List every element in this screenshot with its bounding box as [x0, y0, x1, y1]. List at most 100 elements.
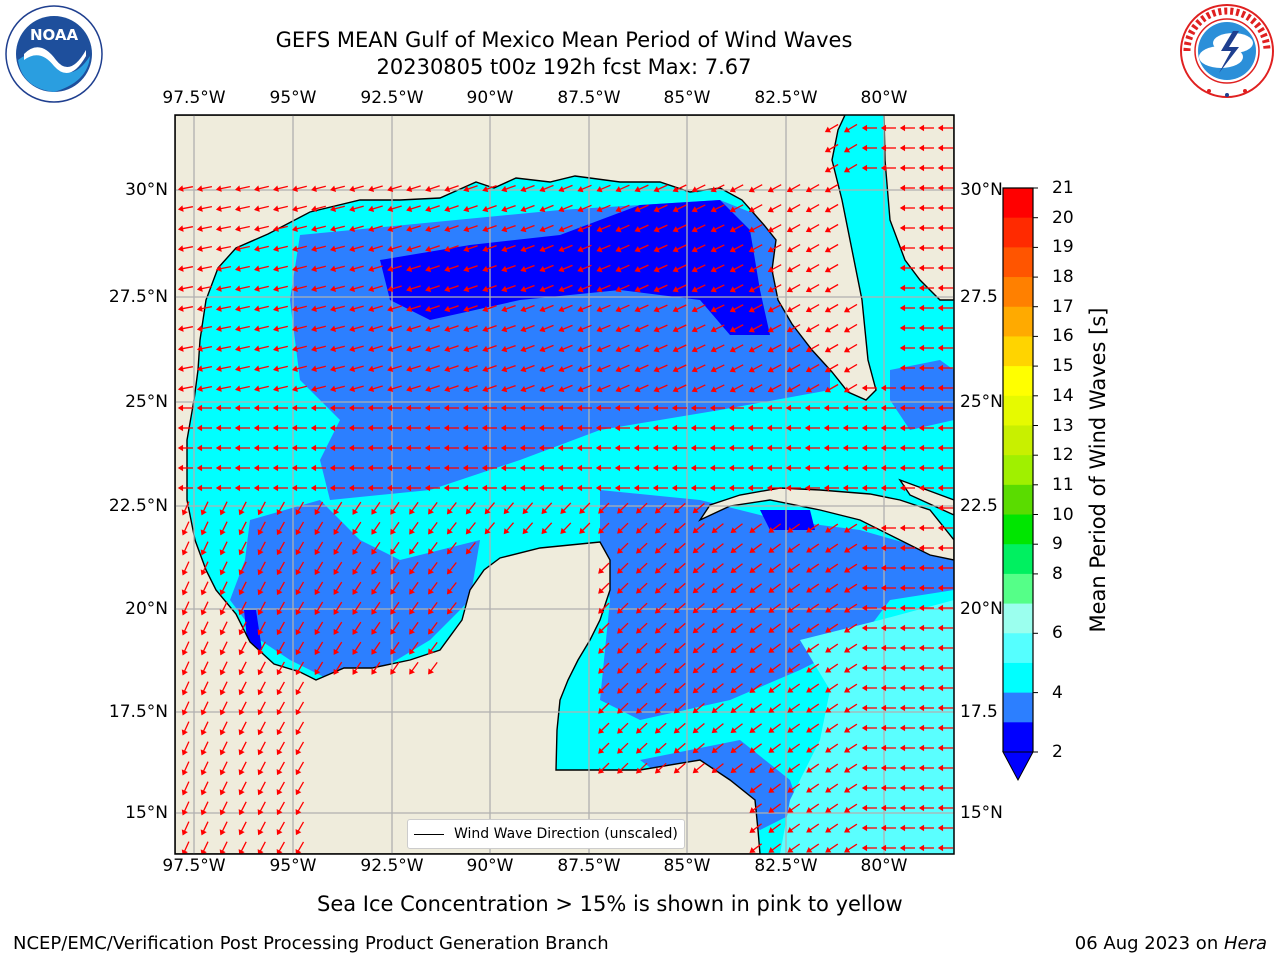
wind-wave-arrowhead — [295, 628, 302, 636]
colorbar-segment — [1003, 573, 1033, 605]
wind-wave-arrowhead — [519, 464, 526, 472]
wind-wave-arrowhead — [576, 404, 583, 412]
wind-wave-arrowhead — [806, 546, 813, 553]
wind-wave-arrowhead — [617, 567, 624, 574]
wind-wave-arrowhead — [787, 746, 794, 753]
wind-wave-arrowhead — [557, 444, 564, 452]
wind-wave-arrowhead — [825, 706, 832, 713]
wind-wave-arrowhead — [654, 507, 661, 514]
wind-wave-arrowhead — [349, 365, 356, 372]
wind-wave-arrowhead — [291, 444, 298, 452]
wind-wave-arrowhead — [654, 667, 661, 674]
wind-wave-arrowhead — [634, 246, 641, 253]
wind-wave-arrowhead — [617, 687, 624, 694]
wind-wave-arrowhead — [577, 286, 584, 293]
lon-tick-label-bottom: 85°W — [663, 856, 711, 876]
wind-wave-arrowhead — [273, 365, 279, 372]
wind-wave-arrowhead — [844, 666, 851, 673]
wind-wave-arrowhead — [254, 225, 260, 232]
wind-wave-arrowhead — [861, 604, 868, 612]
wind-wave-arrowhead — [634, 226, 641, 233]
wind-wave-arrowhead — [367, 464, 374, 472]
wind-wave-arrowhead — [747, 484, 754, 492]
wind-wave-arrowhead — [824, 286, 832, 293]
wind-wave-arrowhead — [805, 206, 813, 213]
wind-wave-arrowhead — [711, 547, 718, 554]
wind-wave-arrowhead — [653, 306, 660, 313]
wind-wave-arrowhead — [558, 266, 565, 273]
wind-wave-arrowhead — [691, 206, 698, 213]
wind-wave-arrowhead — [672, 366, 679, 373]
wind-wave-arrowhead — [196, 245, 203, 252]
wind-wave-arrowhead — [673, 527, 680, 534]
wind-wave-arrowhead — [918, 584, 925, 592]
wind-wave-arrowhead — [634, 326, 641, 333]
lon-tick-label-bottom: 90°W — [466, 856, 514, 876]
wind-wave-arrowhead — [918, 324, 925, 332]
wind-wave-arrowhead — [200, 649, 207, 656]
wind-wave-arrowhead — [425, 365, 432, 373]
wind-wave-arrowhead — [843, 326, 851, 333]
wind-wave-arrowhead — [219, 689, 226, 696]
wind-wave-arrowhead — [292, 205, 298, 212]
wind-wave-arrowhead — [558, 366, 565, 373]
period-field-4-6 — [890, 360, 954, 430]
wind-wave-arrowhead — [918, 224, 925, 232]
wind-wave-arrowhead — [409, 548, 415, 555]
wind-wave-arrowhead — [330, 185, 337, 192]
wind-wave-arrowhead — [690, 404, 697, 412]
wind-wave-arrowhead — [653, 206, 660, 213]
map-area — [175, 115, 954, 854]
wind-wave-arrowhead — [598, 707, 605, 714]
wind-wave-arrowhead — [200, 529, 207, 536]
wind-wave-arrowhead — [371, 668, 378, 675]
wind-wave-arrowhead — [272, 404, 279, 412]
wind-wave-arrowhead — [918, 764, 925, 772]
wind-wave-arrowhead — [235, 225, 241, 232]
wind-wave-arrowhead — [465, 508, 472, 515]
lon-tick-label-top: 95°W — [269, 88, 317, 108]
wind-wave-arrowhead — [238, 569, 245, 576]
wind-wave-arrowhead — [257, 809, 264, 816]
wind-wave-arrowhead — [861, 424, 868, 432]
wind-wave-arrowhead — [577, 206, 584, 213]
wind-wave-arrowhead — [691, 306, 698, 313]
wind-wave-arrowhead — [768, 767, 775, 773]
wind-wave-arrowhead — [710, 246, 717, 253]
wind-wave-arrowhead — [598, 507, 605, 514]
lon-tick-label-top: 97.5°W — [162, 88, 226, 108]
wind-wave-arrowhead — [295, 748, 302, 756]
wind-wave-arrowhead — [219, 809, 226, 816]
wind-wave-arrowhead — [577, 306, 584, 313]
wind-wave-arrowhead — [311, 345, 317, 352]
wind-wave-arrowhead — [254, 345, 260, 352]
wind-wave-arrowhead — [787, 806, 794, 813]
wind-wave-arrowhead — [636, 527, 643, 534]
wind-wave-arrowhead — [501, 225, 508, 233]
wind-wave-arrowhead — [219, 649, 226, 656]
wind-wave-arrowhead — [899, 184, 906, 192]
wind-wave-arrowhead — [711, 727, 718, 734]
wind-wave-arrowhead — [196, 385, 203, 392]
colorbar-tick-label: 14 — [1052, 385, 1074, 406]
wind-wave-arrowhead — [539, 245, 546, 253]
wind-wave-arrowhead — [181, 589, 188, 596]
wind-wave-arrowhead — [177, 345, 184, 352]
wind-wave-arrowhead — [786, 306, 794, 313]
wind-wave-arrowhead — [598, 627, 605, 634]
wind-wave-arrowhead — [444, 265, 451, 273]
wind-wave-arrowhead — [295, 828, 302, 836]
wind-wave-arrowhead — [730, 587, 737, 594]
wind-wave-arrowhead — [539, 345, 546, 353]
wind-wave-arrowhead — [880, 464, 887, 472]
wind-wave-arrowhead — [463, 345, 470, 353]
wind-wave-arrowhead — [257, 529, 264, 536]
wind-wave-arrowhead — [349, 345, 356, 352]
wind-wave-arrowhead — [711, 567, 718, 574]
wind-wave-arrowhead — [181, 609, 188, 616]
wind-wave-arrowhead — [253, 464, 260, 472]
wind-wave-arrowhead — [215, 345, 222, 352]
wind-wave-arrowhead — [253, 444, 260, 452]
wind-wave-arrowhead — [368, 305, 375, 313]
wind-wave-arrowhead — [633, 404, 640, 412]
